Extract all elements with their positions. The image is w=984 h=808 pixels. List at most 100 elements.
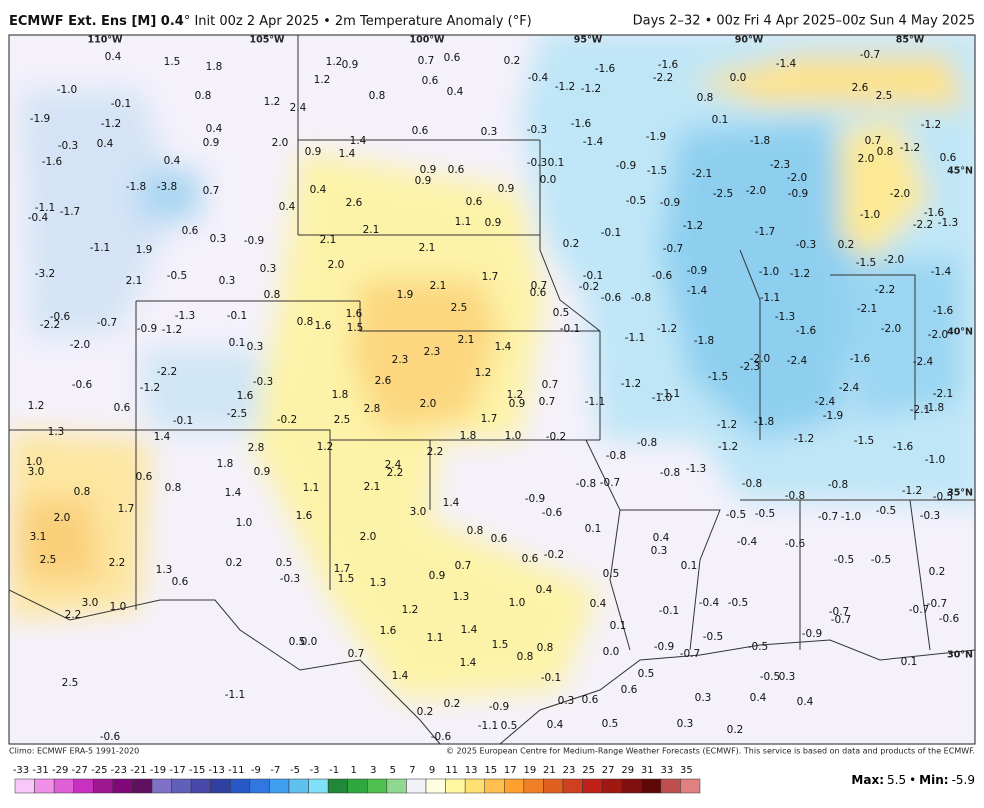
anomaly-label: -1.0 [759,266,780,278]
anomaly-label: 0.8 [195,90,212,102]
anomaly-label: -0.8 [576,478,597,490]
colorbar-swatch [445,778,466,794]
anomaly-label: 0.6 [466,196,483,208]
anomaly-label: -2.0 [750,353,771,365]
anomaly-label: -2.2 [653,72,674,84]
anomaly-label: 2.6 [852,82,869,94]
anomaly-label: 0.8 [877,146,894,158]
anomaly-label: -0.7 [860,49,881,61]
anomaly-label: 2.3 [392,354,409,366]
longitude-label: 85°W [896,35,925,46]
anomaly-label: 1.2 [314,74,331,86]
anomaly-label: -0.9 [687,265,708,277]
anomaly-label: -2.1 [692,168,713,180]
anomaly-label: 2.1 [458,334,475,346]
anomaly-label: 1.4 [339,148,356,160]
anomaly-label: -2.0 [890,188,911,200]
anomaly-label: -1.2 [790,268,811,280]
anomaly-label: 2.2 [109,557,126,569]
anomaly-label: 1.4 [350,135,367,147]
colorbar-tick-label: 9 [429,765,435,776]
anomaly-label: 0.4 [590,598,607,610]
anomaly-label: -1.6 [924,207,945,219]
anomaly-label: -0.5 [871,554,892,566]
title-rest: ° Init 00z 2 Apr 2025 • 2m Temperature A… [184,14,532,29]
anomaly-label: -2.0 [881,323,902,335]
anomaly-label: -0.5 [748,641,769,653]
anomaly-label: -0.1 [111,98,132,110]
colorbar-swatch [210,778,231,794]
anomaly-label: 2.5 [451,302,468,314]
anomaly-label: 0.2 [929,566,946,578]
anomaly-label: -2.0 [884,254,905,266]
anomaly-label: -1.6 [893,441,914,453]
anomaly-label: 2.5 [40,554,57,566]
colorbar-swatch [151,778,172,794]
anomaly-label: 1.0 [505,430,522,442]
anomaly-label: 0.2 [444,698,461,710]
anomaly-label: -0.6 [601,292,622,304]
hot-area [350,280,500,430]
colorbar-tick-label: 35 [680,765,693,776]
anomaly-label: -0.5 [760,671,781,683]
anomaly-label: 1.4 [392,670,409,682]
colorbar-tick-label: 29 [621,765,634,776]
anomaly-label: 1.3 [453,591,470,603]
anomaly-label: -1.2 [717,419,738,431]
colorbar-swatch [464,778,485,794]
colorbar-swatch [621,778,642,794]
hot-area [20,500,100,580]
anomaly-label: 0.5 [501,720,518,732]
anomaly-label: 0.6 [412,125,429,137]
anomaly-label: 1.5 [338,573,355,585]
anomaly-label: -1.3 [938,217,959,229]
anomaly-label: -1.1 [585,396,606,408]
anomaly-label: -1.8 [924,402,945,414]
anomaly-label: 0.0 [540,174,557,186]
max-value: 5.5 [887,773,906,787]
anomaly-label: -1.2 [555,81,576,93]
anomaly-label: 0.1 [548,157,565,169]
anomaly-label: -0.1 [659,605,680,617]
anomaly-label: 0.9 [342,59,359,71]
anomaly-label: 0.5 [638,668,655,680]
anomaly-label: -1.5 [708,371,729,383]
anomaly-label: -2.0 [746,185,767,197]
anomaly-label: 1.2 [402,604,419,616]
anomaly-label: 1.8 [460,430,477,442]
anomaly-label: -0.8 [606,450,627,462]
anomaly-label: -1.9 [30,113,51,125]
anomaly-label: -0.8 [785,490,806,502]
anomaly-label: 0.6 [522,553,539,565]
anomaly-label: 0.6 [444,52,461,64]
anomaly-label: 1.5 [492,639,509,651]
anomaly-label: 1.9 [136,244,153,256]
anomaly-label: 2.8 [248,442,265,454]
colorbar-swatch [230,778,251,794]
colorbar-swatch [484,778,505,794]
anomaly-label: 1.7 [481,413,498,425]
anomaly-label: 0.9 [498,183,515,195]
colorbar-swatch [288,778,309,794]
anomaly-label: -0.4 [699,597,720,609]
colorbar-swatch [660,778,681,794]
colorbar-tick-label: -21 [130,765,146,776]
anomaly-label: 1.1 [303,482,320,494]
anomaly-label: 1.6 [380,625,397,637]
anomaly-label: -0.6 [652,270,673,282]
colorbar-tick-label: -3 [310,765,320,776]
colorbar-tick-label: -17 [169,765,185,776]
anomaly-label: -1.6 [658,59,679,71]
anomaly-label: 1.4 [461,624,478,636]
anomaly-label: 0.5 [289,636,306,648]
anomaly-label: -1.4 [931,266,952,278]
title: ECMWF Ext. Ens [M] 0.4° Init 00z 2 Apr 2… [9,14,532,29]
anomaly-label: 0.6 [422,75,439,87]
colorbar-tick-label: -31 [32,765,48,776]
latitude-label: 30°N [947,650,973,661]
colorbar-swatch [367,778,388,794]
anomaly-label: 0.4 [310,184,327,196]
anomaly-label: -2.0 [70,339,91,351]
anomaly-label: -0.1 [227,310,248,322]
colorbar-swatch [562,778,583,794]
